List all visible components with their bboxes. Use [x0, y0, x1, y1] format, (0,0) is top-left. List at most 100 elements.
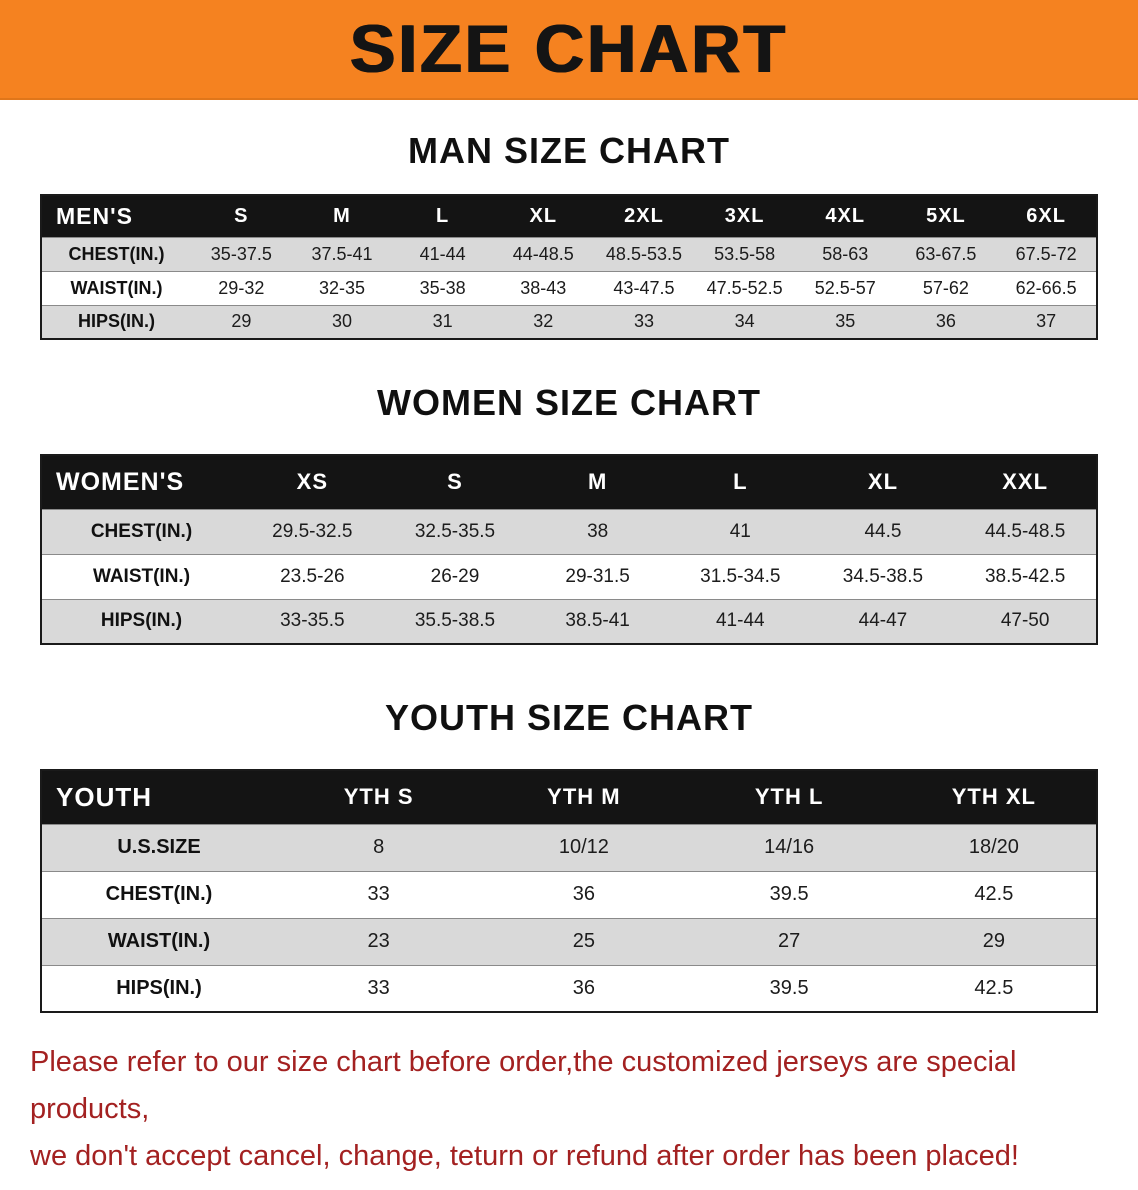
size-column-header: XS	[296, 469, 328, 495]
measure-value: 33	[276, 870, 482, 918]
women-section-title: WOMEN SIZE CHART	[377, 382, 761, 423]
section-youth: YOUTH SIZE CHART YOUTH YTH S YTH M YTH L YTH…	[0, 645, 1138, 1013]
size-column-header: XL	[529, 204, 558, 227]
table-corner-label: MEN'S	[56, 202, 133, 229]
measure-value: 33-35.5	[241, 598, 384, 644]
measure-value: 47-50	[954, 598, 1097, 644]
size-column-header: YTH L	[754, 784, 824, 810]
measure-value: 29-32	[191, 270, 292, 305]
measure-value: 38-43	[492, 270, 594, 305]
table-header-row: MEN'S S M L XL 2XL 3XL 4XL 5XL 6XL	[41, 195, 1097, 237]
size-column-header: 5XL	[926, 204, 966, 227]
measure-value: 39.5	[686, 870, 892, 918]
size-column-header: 6XL	[1026, 204, 1066, 227]
size-column-header: M	[333, 204, 351, 227]
measure-value: 38.5-41	[526, 598, 669, 644]
measure-value: 43-47.5	[593, 270, 695, 305]
measure-value: 29	[891, 917, 1097, 965]
banner: SIZE CHART	[0, 0, 1138, 100]
women-size-table: WOMEN'S XS S M L XL XXL CHEST(IN.) 29.5-32.5 32.5…	[40, 454, 1098, 645]
measure-value: 41	[668, 508, 812, 554]
measure-label: HIPS(IN.)	[41, 964, 276, 1012]
size-column-header: XL	[867, 469, 899, 495]
measure-label: HIPS(IN.)	[41, 304, 191, 339]
measure-label: CHEST(IN.)	[41, 870, 276, 918]
measure-label: CHEST(IN.)	[41, 508, 241, 554]
measure-value: 53.5-58	[694, 236, 795, 271]
measure-value: 32.5-35.5	[383, 508, 527, 554]
measure-value: 34.5-38.5	[811, 553, 955, 599]
measure-value: 39.5	[686, 964, 892, 1012]
measure-value: 26-29	[383, 553, 527, 599]
size-column-header: 4XL	[825, 204, 866, 227]
measure-value: 33	[593, 304, 695, 339]
measure-value: 8	[276, 823, 482, 871]
measure-value: 37.5-41	[291, 236, 393, 271]
measure-value: 36	[481, 870, 687, 918]
measure-value: 41-44	[392, 236, 493, 271]
table-corner-label: WOMEN'S	[56, 467, 185, 496]
table-row: HIPS(IN.) 33 36 39.5 42.5	[41, 964, 1097, 1012]
measure-value: 58-63	[794, 236, 896, 271]
measure-value: 18/20	[891, 823, 1097, 871]
measure-value: 42.5	[891, 870, 1097, 918]
table-row: U.S.SIZE 8 10/12 14/16 18/20	[41, 823, 1097, 871]
table-row: WAIST(IN.) 29-32 32-35 35-38 38-43 43-47.5 47.…	[41, 270, 1097, 305]
size-column-header: L	[436, 204, 450, 227]
measure-value: 52.5-57	[794, 270, 896, 305]
measure-value: 67.5-72	[996, 236, 1097, 271]
measure-value: 42.5	[891, 964, 1097, 1012]
youth-section-title: YOUTH SIZE CHART	[384, 697, 753, 738]
size-column-header: S	[234, 204, 249, 227]
measure-value: 35.5-38.5	[383, 598, 527, 644]
youth-size-table: YOUTH YTH S YTH M YTH L YTH XL U.S.SIZE 8 10/12…	[40, 769, 1098, 1013]
measure-value: 38	[526, 508, 669, 554]
table-row: WAIST(IN.) 23.5-26 26-29 29-31.5 31.5-34.5 34…	[41, 553, 1097, 599]
table-row: HIPS(IN.) 29 30 31 32 33 34 35 36 37	[41, 304, 1097, 339]
measure-value: 63-67.5	[895, 236, 997, 271]
measure-value: 23	[276, 917, 482, 965]
measure-value: 57-62	[895, 270, 997, 305]
measure-value: 33	[276, 964, 482, 1012]
table-header-row: WOMEN'S XS S M L XL XXL	[41, 455, 1097, 509]
men-section-title: MAN SIZE CHART	[408, 130, 730, 171]
measure-label: WAIST(IN.)	[41, 917, 276, 965]
measure-value: 35-37.5	[191, 236, 292, 271]
size-column-header: M	[587, 469, 608, 495]
size-column-header: YTH S	[343, 784, 414, 810]
table-row: CHEST(IN.) 35-37.5 37.5-41 41-44 44-48.5 48.5…	[41, 236, 1097, 271]
page-title: SIZE CHART	[350, 11, 788, 87]
section-women: WOMEN SIZE CHART WOMEN'S XS S M L XL XXL CHEST(…	[0, 340, 1138, 645]
measure-value: 41-44	[668, 598, 812, 644]
measure-value: 10/12	[481, 823, 687, 871]
size-column-header: YTH M	[547, 784, 621, 810]
footer-note: Please refer to our size chart before or…	[0, 1013, 1138, 1190]
measure-value: 31.5-34.5	[668, 553, 812, 599]
measure-value: 29-31.5	[526, 553, 669, 599]
measure-value: 35-38	[392, 270, 493, 305]
measure-value: 44-47	[811, 598, 955, 644]
measure-value: 44.5-48.5	[954, 508, 1097, 554]
measure-value: 35	[794, 304, 896, 339]
size-column-header: L	[733, 469, 748, 495]
measure-label: CHEST(IN.)	[41, 236, 191, 271]
table-header-row: YOUTH YTH S YTH M YTH L YTH XL	[41, 770, 1097, 824]
measure-value: 14/16	[686, 823, 892, 871]
measure-value: 37	[996, 304, 1097, 339]
size-column-header: 3XL	[724, 204, 765, 227]
table-row: CHEST(IN.) 33 36 39.5 42.5	[41, 870, 1097, 918]
measure-label: HIPS(IN.)	[41, 598, 241, 644]
men-size-table: MEN'S S M L XL 2XL 3XL 4XL 5XL 6XL CHEST(IN.) 35-37…	[40, 194, 1098, 340]
measure-value: 30	[291, 304, 393, 339]
table-row: HIPS(IN.) 33-35.5 35.5-38.5 38.5-41 41-44 44-…	[41, 598, 1097, 644]
measure-value: 47.5-52.5	[694, 270, 795, 305]
measure-value: 29	[191, 304, 292, 339]
measure-value: 32	[492, 304, 594, 339]
measure-value: 34	[694, 304, 795, 339]
measure-value: 44.5	[811, 508, 955, 554]
table-row: WAIST(IN.) 23 25 27 29	[41, 917, 1097, 965]
measure-value: 48.5-53.5	[593, 236, 695, 271]
size-column-header: YTH XL	[951, 784, 1036, 810]
footer-line-1: Please refer to our size chart before or…	[30, 1046, 1017, 1125]
